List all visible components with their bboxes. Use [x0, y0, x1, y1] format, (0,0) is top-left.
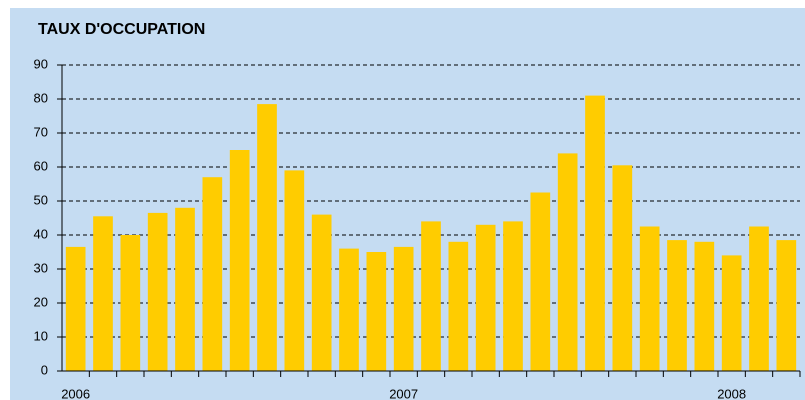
y-tick-label: 60 [34, 158, 48, 173]
bar [612, 165, 633, 371]
bar [776, 240, 797, 371]
y-tick-label: 50 [34, 192, 48, 207]
y-tick-label: 0 [41, 362, 48, 377]
x-tick-label: 2006 [61, 386, 90, 400]
bar [202, 177, 223, 371]
y-tick-label: 70 [34, 124, 48, 139]
y-tick-label: 20 [34, 294, 48, 309]
y-tick-label: 80 [34, 90, 48, 105]
bar [257, 104, 277, 371]
bar [749, 226, 769, 371]
x-tick-label: 2007 [389, 386, 418, 400]
bar [557, 153, 578, 371]
bar [229, 150, 250, 371]
bar [120, 235, 141, 371]
bar [311, 214, 332, 371]
bar [93, 216, 113, 371]
bar [393, 246, 414, 371]
bar [503, 221, 523, 371]
bar [639, 226, 660, 371]
bar [421, 221, 441, 371]
y-tick-label: 30 [34, 260, 48, 275]
bar [366, 252, 387, 371]
y-tick-label: 90 [34, 56, 48, 71]
y-tick-label: 10 [34, 328, 48, 343]
bar [339, 248, 359, 371]
bar [475, 224, 496, 371]
bar [175, 207, 195, 371]
bar [721, 255, 742, 371]
bar [667, 240, 687, 371]
bar [694, 241, 715, 371]
x-tick-label: 2008 [717, 386, 746, 400]
bar [530, 192, 551, 371]
y-tick-label: 40 [34, 226, 48, 241]
bar [585, 95, 605, 371]
bar [448, 241, 469, 371]
bar [284, 170, 305, 371]
chart-title: TAUX D'OCCUPATION [38, 21, 205, 38]
bar [147, 212, 168, 371]
bar [65, 246, 86, 371]
